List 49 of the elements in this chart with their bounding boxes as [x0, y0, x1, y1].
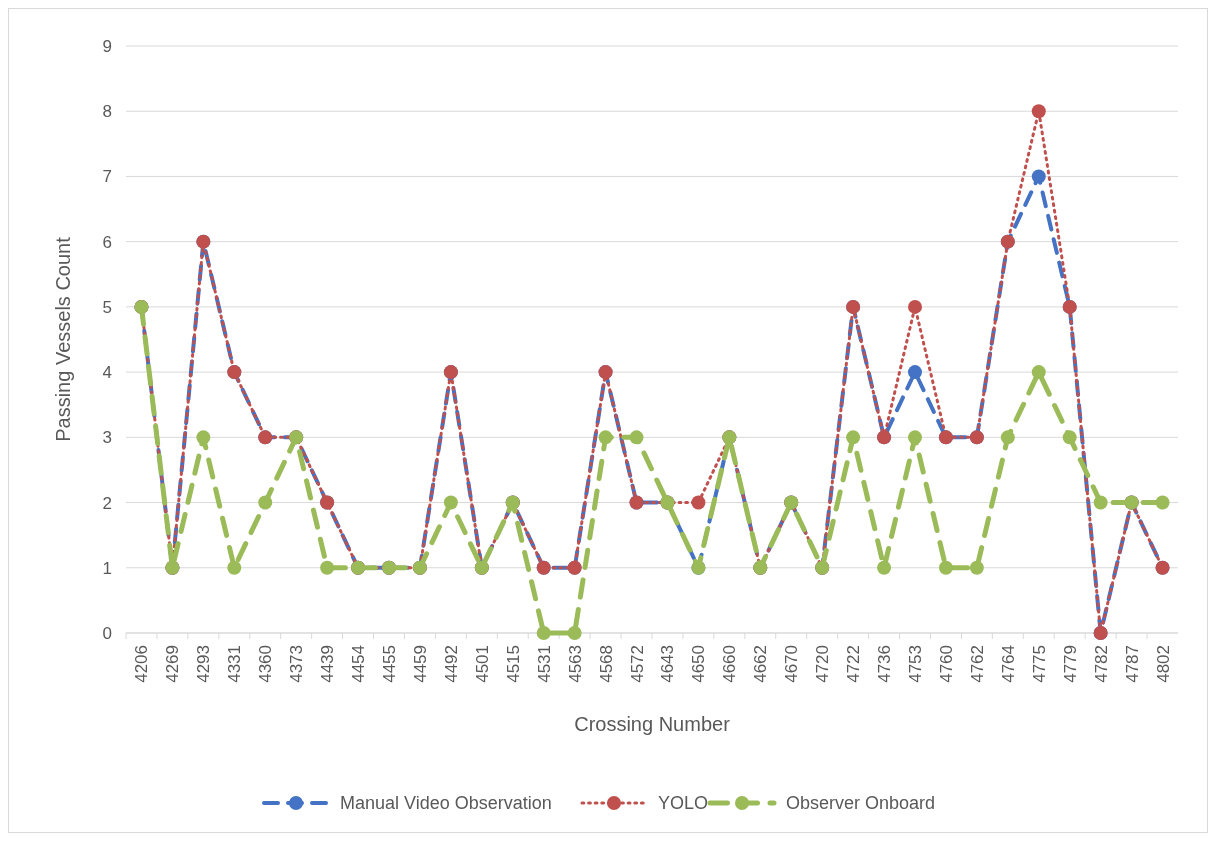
x-tick-label: 4787 — [1122, 645, 1142, 683]
y-tick-label: 7 — [102, 167, 112, 187]
y-tick-label: 0 — [102, 623, 112, 643]
x-tick-label: 4650 — [689, 645, 709, 683]
y-tick-label: 4 — [102, 363, 112, 383]
y-tick-label: 5 — [102, 297, 112, 317]
x-tick-label: 4439 — [318, 645, 338, 683]
y-tick-label: 9 — [102, 36, 112, 56]
x-tick-label: 4572 — [627, 645, 647, 683]
y-tick-label: 3 — [102, 428, 112, 448]
x-tick-label: 4775 — [1029, 645, 1049, 683]
x-tick-label: 4762 — [967, 645, 987, 683]
legend-label: Observer Onboard — [786, 793, 936, 814]
x-tick-label: 4501 — [472, 645, 492, 683]
y-tick-label: 6 — [102, 232, 112, 252]
x-tick-label: 4492 — [441, 645, 461, 683]
y-tick-label: 1 — [102, 558, 112, 578]
x-tick-label: 4760 — [936, 645, 956, 683]
legend-label: YOLO — [658, 793, 709, 814]
x-tick-label: 4454 — [349, 645, 369, 683]
x-tick-label: 4782 — [1091, 645, 1111, 683]
x-tick-label: 4660 — [720, 645, 740, 683]
x-tick-label: 4779 — [1060, 645, 1080, 683]
x-tick-label: 4293 — [194, 645, 214, 683]
x-axis-title: Crossing Number — [574, 713, 731, 735]
x-tick-label: 4206 — [132, 645, 152, 683]
y-axis-title: Passing Vessels Count — [52, 236, 74, 442]
x-tick-label: 4568 — [596, 645, 616, 683]
x-tick-label: 4662 — [751, 645, 771, 683]
x-tick-label: 4643 — [658, 645, 678, 683]
x-tick-label: 4720 — [813, 645, 833, 683]
x-tick-label: 4515 — [503, 645, 523, 683]
x-tick-label: 4802 — [1153, 645, 1173, 683]
x-tick-label: 4670 — [782, 645, 802, 683]
x-tick-label: 4764 — [998, 645, 1018, 683]
x-tick-label: 4736 — [875, 645, 895, 683]
x-tick-label: 4563 — [565, 645, 585, 683]
x-tick-label: 4373 — [287, 645, 307, 683]
x-tick-label: 4360 — [256, 645, 276, 683]
x-tick-label: 4459 — [410, 645, 430, 683]
x-tick-label: 4455 — [380, 645, 399, 683]
x-tick-label: 4331 — [225, 645, 245, 683]
y-tick-label: 8 — [102, 102, 112, 122]
legend-label: Manual Video Observation — [340, 793, 552, 814]
y-tick-label: 2 — [102, 493, 112, 513]
x-tick-label: 4531 — [534, 645, 554, 683]
x-tick-label: 4722 — [844, 645, 864, 683]
x-tick-label: 4269 — [163, 645, 183, 683]
x-tick-label: 4753 — [906, 645, 925, 683]
